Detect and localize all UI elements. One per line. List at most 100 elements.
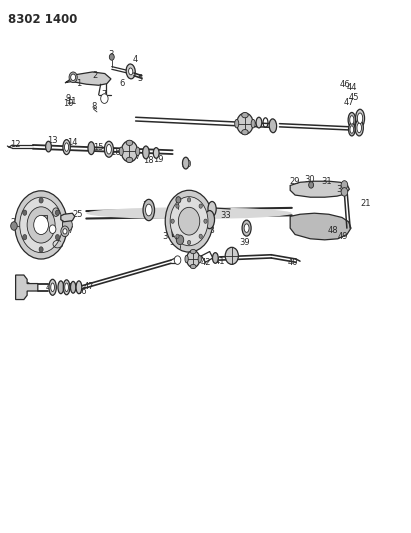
- Circle shape: [171, 219, 174, 223]
- Circle shape: [165, 190, 213, 252]
- Text: 13: 13: [47, 136, 58, 145]
- Polygon shape: [290, 181, 349, 197]
- Circle shape: [225, 247, 238, 264]
- Ellipse shape: [76, 281, 82, 294]
- Ellipse shape: [242, 220, 251, 236]
- Text: 9: 9: [66, 94, 71, 102]
- Text: 12: 12: [10, 141, 21, 149]
- Circle shape: [49, 225, 56, 233]
- Text: 39: 39: [240, 238, 250, 247]
- Circle shape: [55, 210, 60, 215]
- Text: 24: 24: [55, 209, 66, 217]
- Text: 44: 44: [46, 284, 56, 292]
- Text: 45: 45: [349, 93, 360, 101]
- Ellipse shape: [198, 255, 201, 263]
- Text: 41: 41: [189, 254, 199, 262]
- Ellipse shape: [145, 204, 152, 216]
- Text: 45: 45: [67, 284, 78, 292]
- Circle shape: [20, 197, 62, 253]
- Text: 3: 3: [108, 50, 114, 59]
- Text: 1: 1: [76, 79, 81, 88]
- Text: 46: 46: [77, 287, 88, 295]
- Text: 29: 29: [290, 177, 300, 185]
- Text: 47: 47: [83, 282, 94, 291]
- Text: 17: 17: [130, 152, 141, 161]
- Circle shape: [176, 197, 181, 203]
- Ellipse shape: [182, 157, 189, 169]
- Text: 8302 1400: 8302 1400: [8, 13, 78, 26]
- Circle shape: [170, 197, 208, 246]
- Ellipse shape: [65, 143, 69, 151]
- Circle shape: [27, 207, 55, 243]
- Ellipse shape: [348, 112, 356, 127]
- Ellipse shape: [235, 119, 239, 128]
- Ellipse shape: [190, 264, 196, 269]
- Text: 30: 30: [305, 175, 315, 184]
- Circle shape: [309, 182, 314, 188]
- Circle shape: [204, 219, 207, 223]
- Text: 31: 31: [321, 177, 332, 185]
- Ellipse shape: [104, 141, 113, 157]
- Text: 7: 7: [101, 91, 107, 99]
- Ellipse shape: [208, 201, 216, 216]
- Ellipse shape: [119, 147, 123, 156]
- Ellipse shape: [256, 117, 262, 128]
- Text: 11: 11: [66, 97, 77, 106]
- Polygon shape: [61, 213, 75, 222]
- Ellipse shape: [86, 207, 292, 219]
- Text: 42: 42: [201, 258, 212, 266]
- Ellipse shape: [129, 68, 133, 75]
- Ellipse shape: [190, 249, 196, 254]
- Ellipse shape: [143, 199, 155, 221]
- Circle shape: [237, 113, 253, 134]
- Text: 41: 41: [214, 257, 225, 265]
- Circle shape: [199, 234, 202, 238]
- Ellipse shape: [88, 142, 95, 155]
- Ellipse shape: [143, 146, 149, 159]
- Ellipse shape: [58, 281, 64, 294]
- Text: 23: 23: [39, 213, 50, 222]
- Circle shape: [23, 235, 27, 240]
- Circle shape: [187, 240, 191, 245]
- Ellipse shape: [269, 119, 277, 133]
- Text: 15: 15: [93, 143, 104, 152]
- Text: 37: 37: [182, 238, 193, 246]
- Text: 19: 19: [153, 156, 164, 164]
- Circle shape: [69, 72, 77, 83]
- Text: 14: 14: [67, 139, 77, 147]
- Ellipse shape: [212, 253, 218, 263]
- Circle shape: [176, 235, 184, 245]
- Ellipse shape: [350, 116, 354, 124]
- Ellipse shape: [126, 140, 133, 146]
- Circle shape: [176, 234, 179, 238]
- Polygon shape: [65, 72, 111, 85]
- Ellipse shape: [355, 120, 363, 136]
- Ellipse shape: [205, 211, 215, 229]
- Text: 21: 21: [360, 199, 371, 208]
- Ellipse shape: [251, 119, 255, 128]
- Circle shape: [34, 215, 48, 235]
- Circle shape: [178, 207, 200, 235]
- Text: 43: 43: [20, 282, 31, 291]
- Text: 46: 46: [340, 80, 351, 88]
- Polygon shape: [185, 231, 197, 241]
- Ellipse shape: [126, 157, 133, 163]
- Ellipse shape: [63, 280, 70, 295]
- Ellipse shape: [136, 147, 140, 156]
- Ellipse shape: [350, 126, 353, 133]
- Circle shape: [11, 222, 17, 230]
- Text: 6: 6: [119, 79, 125, 88]
- Circle shape: [109, 54, 114, 60]
- Ellipse shape: [153, 148, 159, 158]
- Text: 18: 18: [143, 157, 154, 165]
- Ellipse shape: [244, 224, 249, 232]
- Ellipse shape: [242, 112, 248, 118]
- Text: 5: 5: [137, 75, 142, 83]
- Circle shape: [55, 235, 60, 240]
- Text: 44: 44: [346, 83, 357, 92]
- Text: 48: 48: [328, 226, 338, 235]
- Text: 28: 28: [54, 240, 65, 248]
- Text: 4: 4: [133, 55, 138, 64]
- Ellipse shape: [49, 279, 56, 295]
- Text: 32: 32: [336, 185, 346, 193]
